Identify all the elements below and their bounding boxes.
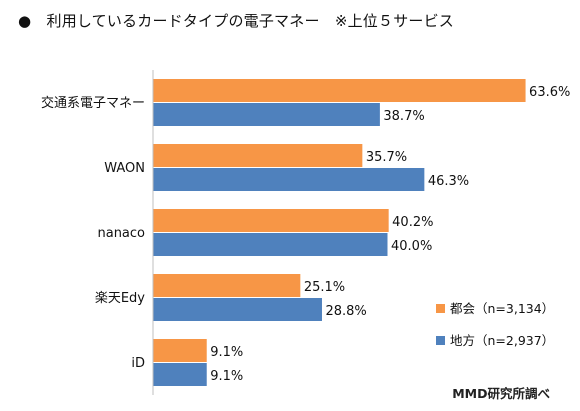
- data-label: 40.2%: [392, 215, 433, 230]
- bar-urban: [153, 274, 301, 297]
- bar-urban: [153, 79, 526, 102]
- legend-swatch: [436, 336, 445, 345]
- bar-urban: [153, 209, 389, 232]
- legend-swatch: [436, 304, 445, 313]
- data-label: 25.1%: [304, 280, 345, 295]
- data-label: 28.8%: [325, 304, 366, 319]
- data-label: 63.6%: [529, 85, 570, 100]
- bar-rural: [153, 298, 322, 321]
- bar-rural: [153, 233, 388, 256]
- chart-title: ● 利用しているカードタイプの電子マネー ※上位５サービス: [18, 12, 455, 30]
- category-label: 交通系電子マネー: [41, 95, 145, 111]
- category-label: iD: [131, 356, 145, 371]
- data-label: 40.0%: [391, 239, 432, 254]
- category-label: nanaco: [97, 226, 145, 241]
- data-label: 9.1%: [210, 369, 243, 384]
- bar-urban: [153, 144, 363, 167]
- data-label: 35.7%: [366, 150, 407, 165]
- bar-rural: [153, 363, 207, 386]
- bar-urban: [153, 339, 207, 362]
- data-label: 46.3%: [428, 174, 469, 189]
- legend-entry: 地方（n=2,937）: [450, 333, 554, 348]
- source-credit: MMD研究所調べ: [452, 386, 550, 401]
- data-label: 9.1%: [210, 345, 243, 360]
- bar-rural: [153, 168, 425, 191]
- legend-entry: 都会（n=3,134）: [450, 301, 554, 316]
- category-label: 楽天Edy: [95, 290, 145, 306]
- bar-rural: [153, 103, 380, 126]
- category-label: WAON: [104, 161, 145, 176]
- data-label: 38.7%: [383, 109, 424, 124]
